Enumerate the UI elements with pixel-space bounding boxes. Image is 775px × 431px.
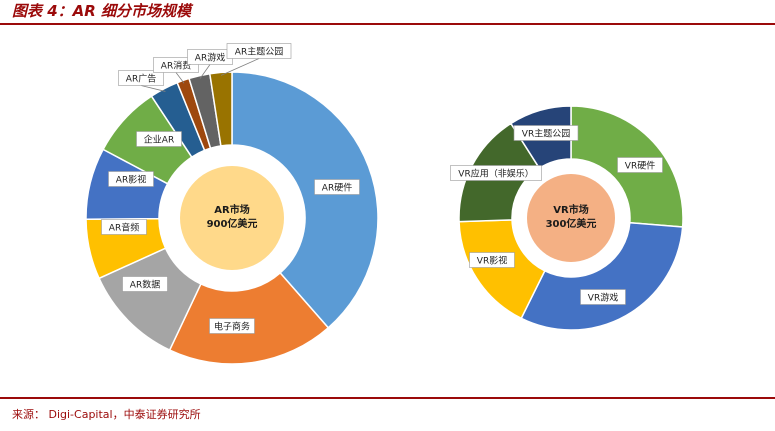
ar-label-10: AR主题公园	[235, 46, 283, 58]
ar-label-box-5	[108, 171, 154, 187]
vr-label-3: VR影视	[477, 255, 507, 267]
ar-slice-10	[208, 71, 233, 147]
vr-center-label-2: 300亿美元	[546, 217, 597, 230]
ar-leader-line-9	[199, 64, 211, 79]
ar-label-box-10	[226, 43, 292, 59]
ar-label-6: 企业AR	[144, 134, 174, 146]
ar-label-4: AR音频	[109, 222, 139, 234]
title-rule	[0, 23, 775, 25]
vr-center-label-1: VR市场	[553, 203, 588, 216]
vr-label-box-3	[469, 252, 515, 268]
vr-label-box-2	[580, 289, 626, 305]
footer-rule	[0, 397, 775, 399]
vr-label-box-1	[617, 157, 663, 173]
ar-center-label-1: AR市场	[214, 203, 249, 216]
ar-center-label-2: 900亿美元	[207, 217, 258, 230]
vr-label-5: VR主题公园	[522, 128, 570, 140]
source-note: 来源： Digi-Capital，中泰证券研究所	[12, 408, 201, 421]
ar-label-box-6	[136, 131, 182, 147]
ar-label-3: AR数据	[130, 279, 160, 291]
ar-leader-line-10	[220, 58, 260, 76]
vr-label-box-4	[450, 165, 542, 181]
vr-slice-2	[520, 221, 684, 331]
ar-label-9: AR游戏	[195, 52, 225, 64]
ar-label-box-7	[118, 70, 164, 86]
ar-label-box-4	[101, 219, 147, 235]
vr-label-box-5	[513, 125, 579, 141]
ar-leader-line-7	[140, 85, 166, 92]
ar-center-disc	[180, 166, 284, 270]
ar-label-1: AR硬件	[322, 182, 352, 194]
ar-label-box-2	[209, 318, 255, 334]
vr-center-disc	[527, 174, 615, 262]
ar-slice-1	[231, 71, 379, 329]
ar-leader-line-8	[175, 72, 185, 84]
ar-label-5: AR影视	[116, 174, 146, 186]
vr-label-4: VR应用（非娱乐）	[458, 168, 533, 180]
ar-label-7: AR广告	[126, 73, 156, 85]
vr-label-2: VR游戏	[588, 292, 618, 304]
vr-label-1: VR硬件	[625, 160, 655, 172]
ar-label-8: AR消费	[161, 60, 191, 72]
figure-title: 图表 4：AR 细分市场规模	[12, 2, 192, 20]
ar-label-2: 电子商务	[214, 321, 250, 333]
ar-label-box-3	[122, 276, 168, 292]
ar-label-box-1	[314, 179, 360, 195]
